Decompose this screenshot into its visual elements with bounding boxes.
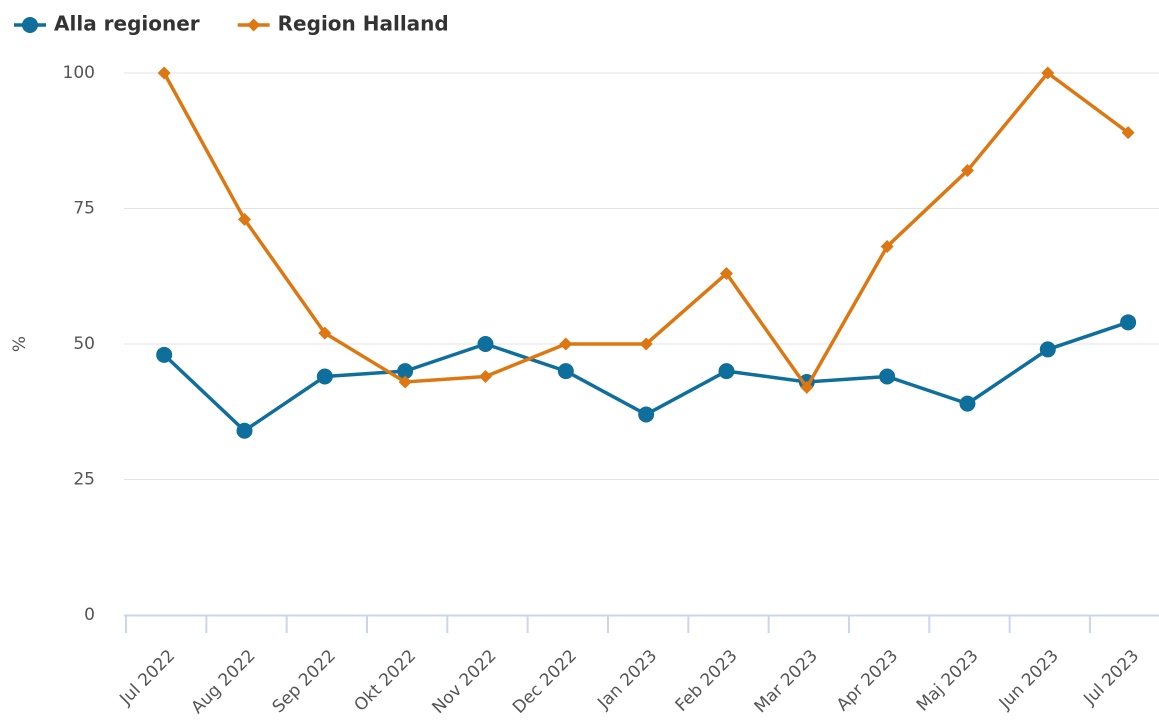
- x-tick-label: Jun 2023: [995, 646, 1063, 714]
- y-tick-label: 25: [73, 470, 95, 490]
- data-point: [800, 380, 814, 394]
- data-point: [477, 336, 494, 352]
- x-tick-label: Jul 2022: [115, 646, 179, 710]
- legend-text: Alla regioner: [54, 12, 200, 36]
- y-tick-label: 50: [73, 334, 95, 354]
- x-tick-label: Jan 2023: [593, 646, 661, 714]
- legend-marker: [247, 18, 261, 32]
- x-tick-label: Dec 2022: [509, 646, 581, 718]
- data-point: [1039, 341, 1056, 358]
- data-point: [879, 368, 896, 385]
- data-point: [1041, 66, 1055, 80]
- x-tick-label: Okt 2022: [351, 646, 421, 716]
- y-tick-label: 100: [63, 63, 95, 83]
- data-point: [960, 164, 974, 178]
- data-point: [1120, 314, 1137, 331]
- y-axis-label: %: [10, 336, 30, 352]
- data-point: [639, 337, 653, 351]
- x-tick-label: Nov 2022: [429, 646, 501, 718]
- x-tick-label: Mar 2023: [751, 646, 822, 717]
- data-point: [397, 363, 414, 380]
- data-point: [237, 212, 251, 226]
- y-tick-label: 0: [84, 605, 95, 625]
- data-point: [557, 363, 574, 380]
- data-point: [638, 406, 655, 423]
- data-point: [880, 239, 894, 253]
- data-point: [156, 346, 173, 363]
- data-point: [559, 337, 573, 351]
- x-tick-label: Apr 2023: [833, 646, 902, 715]
- x-tick-label: Jul 2023: [1079, 646, 1143, 710]
- data-point: [718, 363, 735, 380]
- data-point: [398, 375, 412, 389]
- legend-marker: [22, 17, 38, 33]
- data-point: [719, 267, 733, 281]
- data-point: [236, 422, 253, 439]
- x-tick-label: Sep 2022: [269, 646, 340, 717]
- data-point: [157, 66, 171, 80]
- data-point: [318, 326, 332, 340]
- x-tick-label: Maj 2023: [913, 646, 983, 716]
- data-point: [1121, 126, 1135, 140]
- x-tick-label: Feb 2023: [672, 646, 742, 716]
- legend-text: Region Halland: [278, 12, 449, 36]
- y-tick-label: 75: [73, 199, 95, 219]
- data-point: [959, 395, 976, 412]
- data-point: [478, 370, 492, 384]
- x-tick-label: Aug 2022: [188, 646, 260, 718]
- data-point: [316, 368, 333, 385]
